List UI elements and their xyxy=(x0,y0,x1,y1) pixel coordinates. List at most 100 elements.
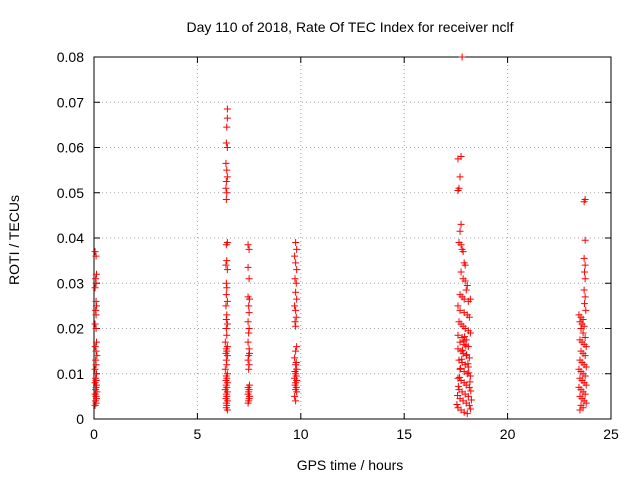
y-tick-label: 0.01 xyxy=(57,366,84,382)
data-point xyxy=(465,369,473,377)
data-point xyxy=(456,306,464,314)
data-point xyxy=(223,166,231,174)
data-point xyxy=(582,343,590,351)
data-point xyxy=(465,383,473,391)
data-point xyxy=(460,295,468,303)
data-point xyxy=(222,184,230,192)
data-point xyxy=(293,295,301,303)
data-point xyxy=(463,282,471,290)
data-point xyxy=(577,325,585,332)
data-point xyxy=(292,397,300,405)
data-point xyxy=(580,198,588,206)
data-point xyxy=(91,401,99,409)
data-point xyxy=(245,365,253,373)
data-point xyxy=(461,333,469,341)
data-point xyxy=(463,351,471,359)
data-point xyxy=(466,378,474,386)
data-point xyxy=(456,227,464,235)
data-point xyxy=(581,372,589,380)
data-point xyxy=(293,266,301,274)
x-tick-label: 25 xyxy=(603,426,619,442)
x-tick-label: 15 xyxy=(396,426,412,442)
data-point xyxy=(462,286,470,294)
data-point xyxy=(291,252,299,260)
data-point xyxy=(92,252,100,260)
data-point xyxy=(582,381,590,389)
data-point xyxy=(454,391,462,399)
data-point xyxy=(581,352,589,360)
data-point xyxy=(581,275,589,283)
data-point xyxy=(463,410,471,418)
data-point xyxy=(466,372,474,380)
data-point xyxy=(293,245,301,253)
data-point xyxy=(461,261,469,269)
data-point xyxy=(222,159,230,167)
data-point xyxy=(581,334,589,342)
data-point xyxy=(292,313,300,321)
data-point xyxy=(223,144,231,151)
data-points xyxy=(91,53,590,418)
y-tick-label: 0.02 xyxy=(57,321,84,337)
data-point xyxy=(581,293,589,301)
data-point xyxy=(244,318,252,326)
data-point xyxy=(466,295,474,303)
y-tick-label: 0.08 xyxy=(57,49,84,65)
data-point xyxy=(223,361,231,369)
data-point xyxy=(223,331,231,339)
y-tick-label: 0.05 xyxy=(57,185,84,201)
data-point xyxy=(460,408,468,416)
data-point xyxy=(464,360,472,368)
data-point xyxy=(581,300,589,308)
data-point xyxy=(244,263,252,271)
data-point xyxy=(292,259,300,267)
data-point xyxy=(456,338,464,346)
x-tick-label: 5 xyxy=(194,426,202,442)
data-point xyxy=(91,343,99,351)
y-tick-label: 0.06 xyxy=(57,140,84,156)
data-point xyxy=(223,284,231,292)
data-point xyxy=(92,279,100,287)
data-point xyxy=(222,241,230,249)
data-point xyxy=(459,346,467,354)
data-point xyxy=(454,186,462,194)
data-point xyxy=(454,155,462,163)
data-point xyxy=(222,261,230,269)
data-point xyxy=(245,245,253,253)
y-axis-label: ROTI / TECUs xyxy=(6,195,22,285)
data-point xyxy=(244,356,252,364)
y-tick-label: 0 xyxy=(76,411,84,427)
data-point xyxy=(223,189,231,197)
data-point xyxy=(91,248,99,256)
data-point xyxy=(92,325,100,332)
data-point xyxy=(457,220,465,228)
data-point xyxy=(458,53,466,61)
y-tick-label: 0.04 xyxy=(57,230,84,246)
data-point xyxy=(244,241,252,249)
data-point xyxy=(222,302,230,310)
data-point xyxy=(222,196,230,204)
data-point xyxy=(246,295,254,303)
data-point xyxy=(245,275,253,283)
data-point xyxy=(579,329,587,337)
data-point xyxy=(467,396,475,404)
data-point xyxy=(91,284,99,292)
data-point xyxy=(292,288,300,296)
data-point xyxy=(581,390,589,398)
data-point xyxy=(466,405,474,413)
data-point xyxy=(223,257,231,265)
data-point xyxy=(222,315,230,323)
data-point xyxy=(291,302,299,310)
data-point xyxy=(92,361,100,369)
data-point xyxy=(582,306,590,314)
data-point xyxy=(576,406,584,414)
data-point xyxy=(223,297,231,305)
x-tick-labels: 0 5 10 15 20 25 xyxy=(90,426,619,442)
data-point xyxy=(244,338,252,346)
data-point xyxy=(580,254,588,262)
data-point xyxy=(581,236,589,244)
data-point xyxy=(222,291,230,299)
data-point xyxy=(92,338,100,346)
data-point xyxy=(92,370,100,378)
data-point xyxy=(223,320,231,328)
